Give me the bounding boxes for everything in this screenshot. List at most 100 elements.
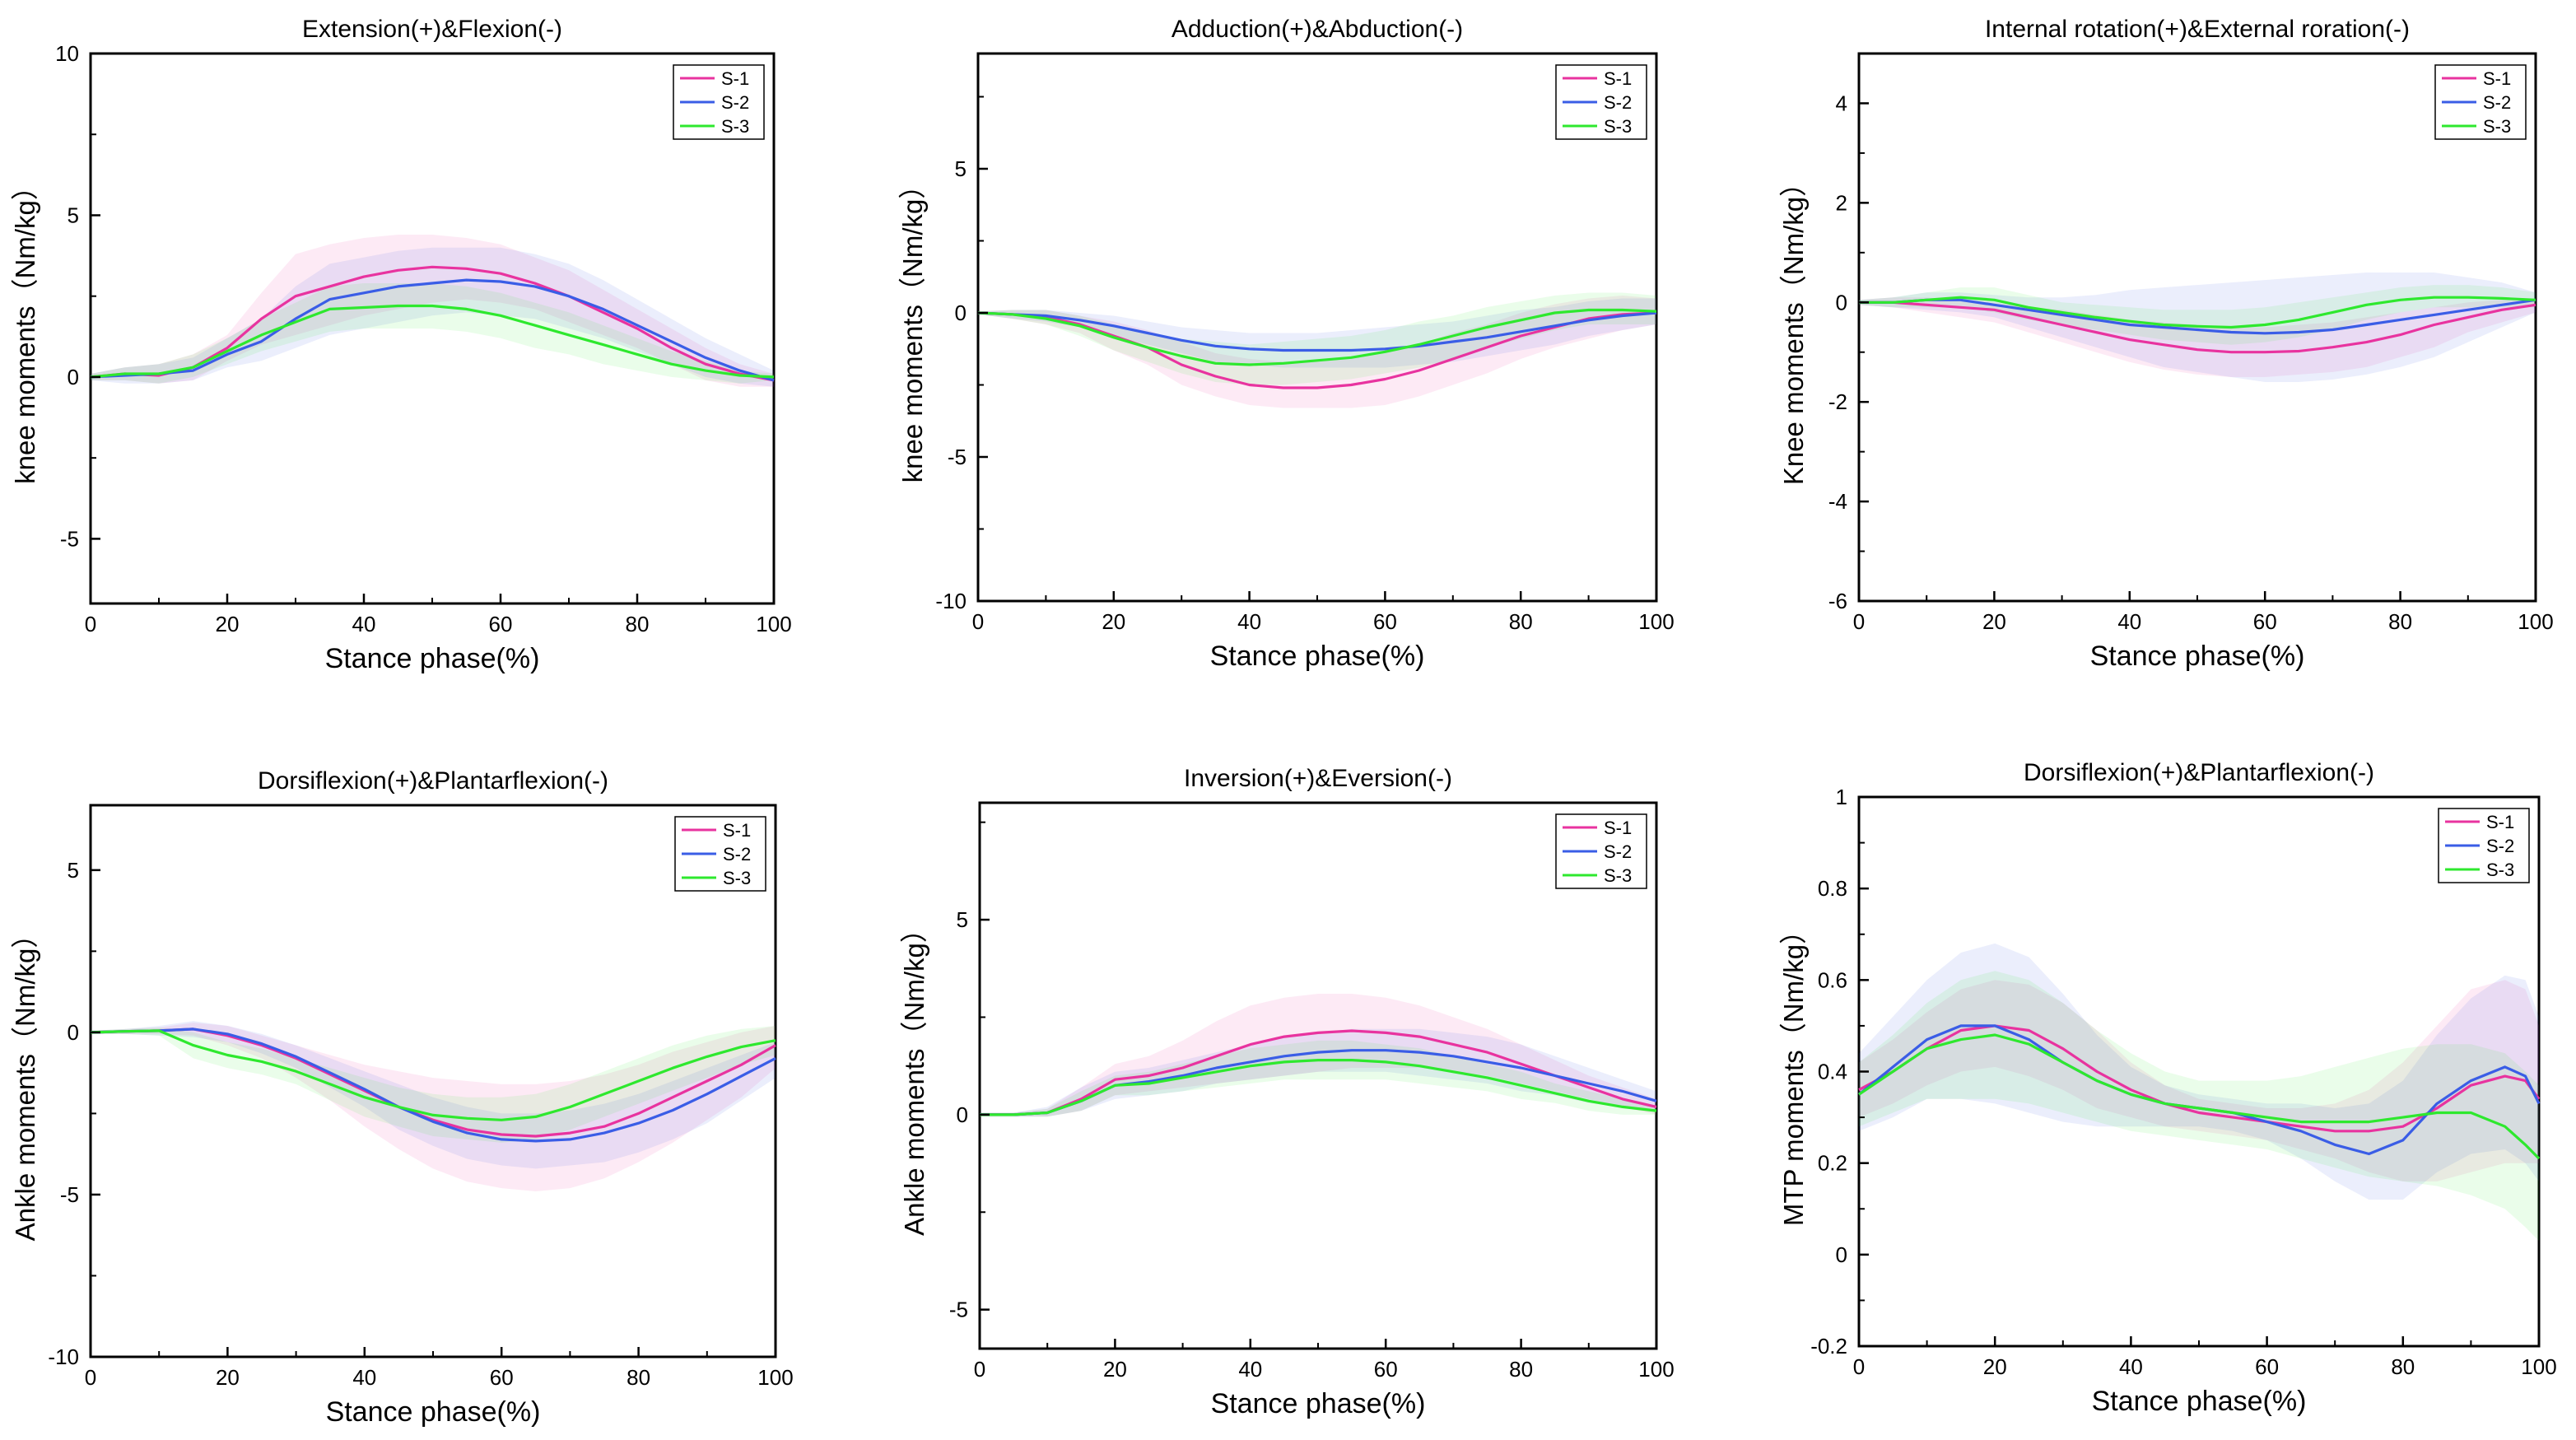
series-line-s-3 bbox=[1858, 1033, 2541, 1160]
legend-label-s-3: S-3 bbox=[2483, 116, 2511, 137]
x-tick-label: 0 bbox=[85, 1365, 96, 1390]
x-tick-label: 80 bbox=[1509, 609, 1533, 634]
y-tick-label: -5 bbox=[949, 1298, 968, 1322]
x-tick-label: 20 bbox=[1102, 609, 1125, 634]
x-tick-label: 60 bbox=[2255, 1354, 2279, 1379]
x-tick-label: 60 bbox=[1373, 609, 1397, 634]
band-s-3 bbox=[1859, 971, 2539, 1242]
series-line-s-2 bbox=[90, 278, 775, 382]
band-s-3 bbox=[980, 1040, 1656, 1117]
band-s-3 bbox=[91, 1026, 776, 1143]
x-tick-label: 20 bbox=[1982, 609, 2006, 634]
x-tick-label: 0 bbox=[974, 1357, 985, 1382]
chart-title: Dorsiflexion(+)&Plantarflexion(-) bbox=[2024, 759, 2374, 786]
series-line-s-3 bbox=[1859, 296, 2536, 329]
x-tick-label: 60 bbox=[1374, 1357, 1398, 1382]
x-tick-label: 40 bbox=[1238, 1357, 1262, 1382]
series-line-s-2 bbox=[90, 1028, 776, 1143]
legend-label-s-1: S-1 bbox=[2486, 812, 2514, 832]
x-axis-label: Stance phase(%) bbox=[2092, 1386, 2307, 1417]
y-tick-label: 4 bbox=[1836, 91, 1847, 115]
chart-panel-3: 0 20 40 60 80 100 -6 -4 -2 0 2 4 Internal rotation(+… bbox=[1778, 16, 2554, 672]
y-axis-label: MTP moments（Nm/kg） bbox=[1778, 917, 1809, 1226]
x-tick-label: 0 bbox=[972, 609, 984, 634]
series-line-s-1 bbox=[1858, 1024, 2541, 1133]
x-tick-label: 40 bbox=[2119, 1354, 2143, 1379]
legend: S-1 S-2 S-3 bbox=[1555, 64, 1647, 140]
y-tick-label: 0 bbox=[957, 1102, 968, 1127]
band-s-2 bbox=[91, 247, 774, 387]
x-tick-label: 100 bbox=[2518, 609, 2553, 634]
x-tick-label: 40 bbox=[352, 1365, 376, 1390]
band-s-1 bbox=[978, 296, 1656, 408]
band-s-3 bbox=[91, 283, 774, 384]
x-axis-label: Stance phase(%) bbox=[325, 643, 540, 674]
y-axis-label: knee moments（Nm/kg） bbox=[10, 173, 40, 484]
series-line-s-3 bbox=[977, 308, 1657, 366]
chart-title: Inversion(+)&Eversion(-) bbox=[1184, 765, 1452, 792]
x-tick-label: 20 bbox=[1103, 1357, 1127, 1382]
band-s-1 bbox=[980, 994, 1656, 1117]
band-s-3 bbox=[1859, 285, 2536, 345]
x-tick-label: 0 bbox=[85, 612, 96, 636]
chart-title: Internal rotation(+)&External roration(-… bbox=[1985, 16, 2410, 43]
y-tick-label: 0 bbox=[68, 365, 79, 389]
y-tick-label: 0.4 bbox=[1818, 1060, 1847, 1084]
x-tick-label: 100 bbox=[757, 1365, 793, 1390]
series-line-s-2 bbox=[1859, 298, 2536, 335]
legend-label-s-3: S-3 bbox=[1604, 865, 1632, 886]
x-tick-label: 20 bbox=[1983, 1354, 2007, 1379]
x-tick-label: 100 bbox=[2521, 1354, 2556, 1379]
x-tick-label: 60 bbox=[489, 612, 513, 636]
legend: S-1 S-2 S-3 bbox=[2434, 64, 2527, 140]
chart-panel-4: 0 20 40 60 80 100 -10 -5 0 5 Dorsiflexion(+)&Plant… bbox=[10, 767, 794, 1428]
legend-label-s-1: S-1 bbox=[723, 820, 751, 841]
x-tick-label: 80 bbox=[627, 1365, 650, 1390]
band-s-2 bbox=[1859, 943, 2539, 1200]
y-tick-label: -5 bbox=[60, 1182, 79, 1207]
series-line-s-3 bbox=[90, 1029, 776, 1121]
legend-label-s-2: S-2 bbox=[721, 92, 749, 113]
chart-panel-5: 0 20 40 60 80 100 -5 0 5 Inversion(+)&Eversion(-)… bbox=[899, 765, 1675, 1419]
x-tick-label: 60 bbox=[490, 1365, 514, 1390]
y-tick-label: -2 bbox=[1828, 389, 1847, 414]
x-tick-label: 40 bbox=[1237, 609, 1261, 634]
x-tick-label: 80 bbox=[1509, 1357, 1533, 1382]
legend-label-s-2: S-2 bbox=[1604, 92, 1632, 113]
y-tick-label: -0.2 bbox=[1810, 1334, 1847, 1358]
y-axis-label: Ankle moments（Nm/kg） bbox=[899, 916, 929, 1236]
x-tick-label: 40 bbox=[352, 612, 376, 636]
y-tick-label: 1 bbox=[1836, 785, 1847, 809]
y-tick-label: 5 bbox=[68, 858, 79, 883]
y-tick-label: 2 bbox=[1836, 190, 1847, 215]
y-tick-label: 0 bbox=[1836, 290, 1847, 315]
x-axis-label: Stance phase(%) bbox=[1211, 1388, 1426, 1419]
chart-title: Extension(+)&Flexion(-) bbox=[302, 16, 562, 43]
y-axis-label: Ankle moments（Nm/kg） bbox=[10, 921, 40, 1242]
x-tick-label: 100 bbox=[1638, 609, 1674, 634]
legend-label-s-2: S-2 bbox=[1604, 841, 1632, 862]
x-tick-label: 40 bbox=[2117, 609, 2141, 634]
legend-label-s-2: S-2 bbox=[2486, 836, 2514, 856]
y-axis-label: knee moments（Nm/kg） bbox=[897, 172, 928, 483]
y-tick-label: -4 bbox=[1828, 489, 1847, 514]
legend: S-1 S-2 S-3 bbox=[2438, 808, 2530, 883]
y-tick-label: -6 bbox=[1828, 589, 1847, 613]
x-tick-label: 80 bbox=[626, 612, 650, 636]
series-line-s-3 bbox=[980, 1058, 1657, 1116]
series-line-s-1 bbox=[1859, 301, 2536, 354]
y-axis-label: Knee moments（Nm/kg） bbox=[1778, 170, 1809, 485]
x-tick-label: 80 bbox=[2388, 609, 2412, 634]
x-tick-label: 80 bbox=[2391, 1354, 2415, 1379]
y-tick-label: -10 bbox=[935, 589, 967, 613]
legend-label-s-3: S-3 bbox=[723, 868, 751, 888]
band-s-1 bbox=[91, 1023, 776, 1191]
legend-label-s-3: S-3 bbox=[2486, 860, 2514, 880]
legend-label-s-2: S-2 bbox=[2483, 92, 2511, 113]
x-tick-label: 100 bbox=[1638, 1357, 1674, 1382]
chart-title: Adduction(+)&Abduction(-) bbox=[1172, 16, 1463, 43]
y-tick-label: -5 bbox=[948, 445, 967, 469]
y-tick-label: -10 bbox=[48, 1344, 79, 1369]
y-tick-label: -5 bbox=[60, 526, 79, 551]
